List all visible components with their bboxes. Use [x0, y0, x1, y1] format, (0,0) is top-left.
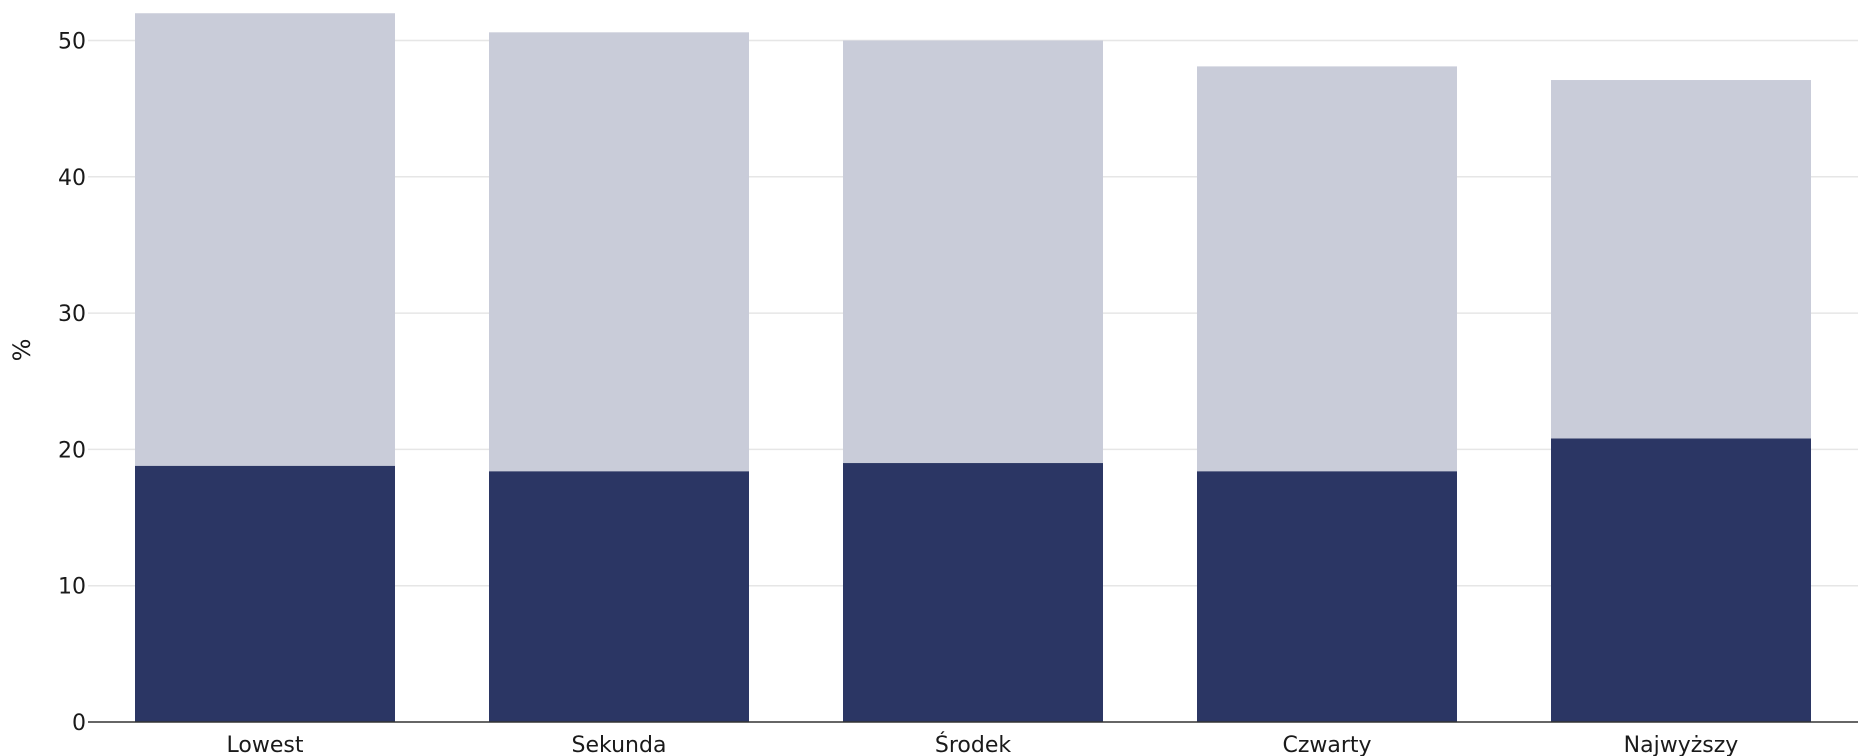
- bar-segment-light: [1197, 66, 1457, 472]
- y-tick-label: 0: [72, 711, 86, 736]
- x-axis-ticks: Lowest Sekunda Środek Czwarty Najwyższy: [227, 732, 1739, 756]
- x-tick-label: Sekunda: [572, 733, 667, 756]
- bar-segment-dark: [843, 463, 1103, 722]
- bar-segment-light: [489, 32, 749, 472]
- bar-segment-light: [1551, 80, 1811, 439]
- y-tick-label: 30: [58, 302, 86, 327]
- y-axis-ticks: 0 10 20 30 40 50: [58, 30, 86, 737]
- bar-segment-dark: [489, 471, 749, 722]
- x-tick-label: Czwarty: [1282, 733, 1371, 756]
- bar-segment-dark: [135, 465, 395, 722]
- bar-segment-dark: [1551, 438, 1811, 722]
- bars: [135, 13, 1811, 722]
- x-tick-label: Lowest: [227, 733, 304, 756]
- y-tick-label: 20: [58, 438, 86, 463]
- x-tick-label: Środek: [935, 732, 1011, 756]
- x-tick-label: Najwyższy: [1624, 733, 1739, 756]
- y-axis-title: %: [8, 339, 36, 362]
- bar-segment-light: [135, 13, 395, 466]
- bar-segment-dark: [1197, 471, 1457, 722]
- y-tick-label: 40: [58, 166, 86, 191]
- bar-segment-light: [843, 40, 1103, 464]
- y-tick-label: 10: [58, 575, 86, 600]
- y-tick-label: 50: [58, 30, 86, 55]
